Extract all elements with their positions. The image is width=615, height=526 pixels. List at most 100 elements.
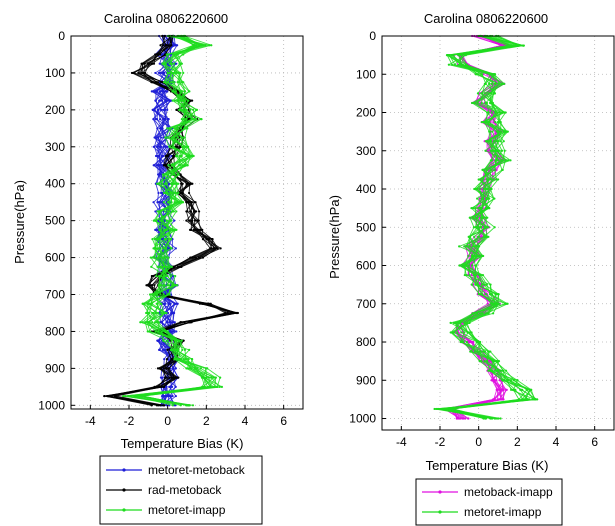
data-point — [175, 62, 178, 65]
data-point — [173, 164, 176, 167]
data-point — [496, 120, 500, 124]
data-point — [495, 159, 498, 162]
data-point — [168, 145, 171, 148]
data-point — [471, 312, 475, 315]
data-point — [200, 44, 203, 47]
data-point — [173, 284, 176, 287]
data-point — [155, 293, 159, 296]
data-point — [494, 120, 497, 124]
data-point — [487, 140, 490, 143]
data-point — [148, 311, 151, 315]
data-point — [181, 108, 185, 111]
data-point — [171, 394, 174, 398]
data-point — [165, 154, 168, 158]
data-point — [471, 254, 474, 258]
data-point — [478, 293, 481, 296]
data-point — [156, 339, 159, 342]
data-point — [477, 178, 480, 181]
data-point — [163, 108, 166, 111]
data-point — [188, 219, 191, 222]
data-point — [473, 101, 476, 105]
data-point — [167, 117, 170, 121]
data-point — [170, 164, 174, 167]
data-point — [177, 182, 180, 185]
data-point — [188, 182, 191, 185]
data-point — [194, 117, 198, 121]
data-point — [492, 197, 495, 200]
data-point — [174, 339, 177, 342]
y-tick-label: 100 — [45, 66, 65, 80]
y-tick-label: 600 — [45, 251, 65, 265]
data-point — [151, 81, 154, 84]
data-point — [184, 99, 187, 102]
data-point — [488, 207, 491, 210]
data-point — [493, 168, 496, 171]
series-metoret-imapp — [122, 34, 224, 407]
data-point — [174, 376, 177, 379]
data-point — [175, 210, 178, 213]
data-point — [463, 321, 466, 324]
data-point — [194, 228, 197, 231]
data-point — [164, 81, 167, 84]
data-point — [479, 226, 483, 229]
data-point — [519, 388, 522, 391]
data-point — [153, 385, 156, 388]
data-point — [470, 283, 473, 286]
y-tick-label: 1000 — [349, 412, 376, 426]
data-point — [486, 302, 490, 305]
data-point — [155, 117, 159, 121]
data-point — [172, 210, 175, 213]
data-point — [506, 130, 509, 133]
data-point — [176, 81, 179, 84]
data-point — [480, 101, 483, 105]
data-point — [468, 273, 471, 277]
data-point — [488, 178, 491, 181]
data-point — [498, 149, 501, 152]
data-point — [168, 62, 171, 65]
data-point — [203, 376, 207, 379]
data-point — [182, 164, 186, 167]
data-point — [162, 274, 166, 278]
data-point — [176, 284, 179, 287]
data-point — [205, 367, 208, 370]
data-point — [463, 264, 466, 267]
data-point — [159, 256, 162, 259]
data-point — [474, 245, 477, 248]
data-point — [199, 117, 203, 121]
data-point — [162, 154, 165, 158]
x-tick-label: 6 — [591, 435, 598, 449]
data-point — [474, 283, 477, 286]
data-point — [167, 265, 171, 268]
data-point — [165, 376, 168, 379]
y-tick-label: 200 — [356, 106, 376, 120]
data-point — [147, 302, 150, 305]
data-point — [191, 404, 195, 407]
data-point — [455, 417, 458, 420]
data-point — [159, 71, 162, 75]
data-point — [161, 173, 165, 176]
right-chart-title: Carolina 0806220600 — [424, 11, 548, 26]
data-point — [157, 191, 160, 195]
data-point — [171, 348, 174, 352]
data-point — [479, 178, 482, 181]
data-point — [163, 284, 166, 287]
data-point — [173, 321, 176, 324]
data-point — [190, 228, 193, 231]
data-point — [499, 388, 503, 391]
data-point — [156, 256, 159, 259]
data-point — [450, 54, 453, 57]
data-point — [168, 228, 171, 231]
data-point — [186, 145, 190, 148]
data-point — [174, 44, 177, 47]
legend-label: metoret-metoback — [148, 463, 246, 477]
data-point — [164, 210, 167, 213]
data-point — [169, 127, 172, 130]
data-point — [188, 348, 191, 352]
data-point — [497, 140, 500, 143]
data-point — [171, 404, 174, 407]
data-point — [202, 238, 205, 241]
data-point — [490, 187, 493, 191]
data-point — [160, 394, 164, 398]
data-point — [150, 404, 153, 407]
data-point — [153, 145, 156, 148]
